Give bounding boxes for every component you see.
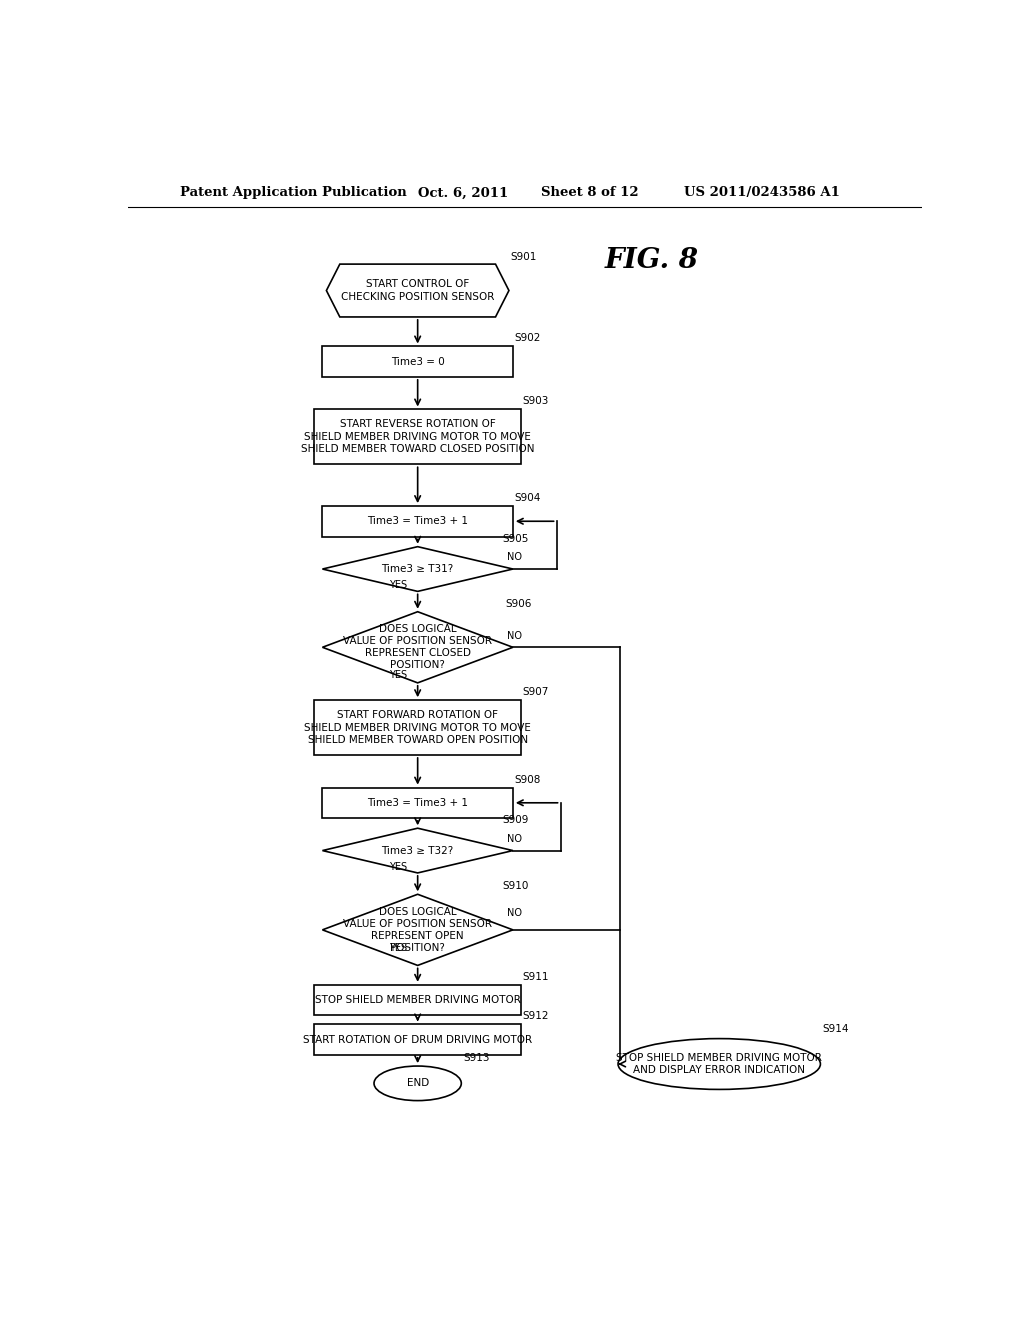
Text: S906: S906 — [505, 599, 531, 609]
Text: NO: NO — [507, 908, 522, 917]
Text: DOES LOGICAL
VALUE OF POSITION SENSOR
REPRESENT CLOSED
POSITION?: DOES LOGICAL VALUE OF POSITION SENSOR RE… — [343, 624, 493, 671]
Text: NO: NO — [507, 631, 522, 642]
Text: S913: S913 — [463, 1053, 489, 1063]
Text: Time3 = Time3 + 1: Time3 = Time3 + 1 — [368, 516, 468, 527]
Text: Time3 ≥ T31?: Time3 ≥ T31? — [382, 564, 454, 574]
Text: S901: S901 — [511, 252, 537, 263]
Text: S902: S902 — [514, 334, 541, 343]
Text: START CONTROL OF
CHECKING POSITION SENSOR: START CONTROL OF CHECKING POSITION SENSO… — [341, 280, 495, 302]
Polygon shape — [323, 828, 513, 873]
Text: Oct. 6, 2011: Oct. 6, 2011 — [418, 186, 508, 199]
Text: START REVERSE ROTATION OF
SHIELD MEMBER DRIVING MOTOR TO MOVE
SHIELD MEMBER TOWA: START REVERSE ROTATION OF SHIELD MEMBER … — [301, 420, 535, 454]
Text: US 2011/0243586 A1: US 2011/0243586 A1 — [684, 186, 840, 199]
Text: Time3 = 0: Time3 = 0 — [391, 356, 444, 367]
FancyBboxPatch shape — [314, 409, 521, 465]
Text: S905: S905 — [503, 533, 529, 544]
Text: S911: S911 — [522, 972, 549, 982]
FancyBboxPatch shape — [323, 346, 513, 378]
Text: S912: S912 — [522, 1011, 549, 1022]
Text: YES: YES — [389, 862, 407, 871]
Text: S907: S907 — [522, 688, 549, 697]
FancyBboxPatch shape — [323, 788, 513, 818]
Text: S910: S910 — [503, 882, 529, 891]
Text: NO: NO — [507, 552, 522, 562]
FancyBboxPatch shape — [314, 985, 521, 1015]
Text: END: END — [407, 1078, 429, 1088]
Text: NO: NO — [507, 834, 522, 845]
Text: S904: S904 — [514, 492, 541, 503]
Polygon shape — [323, 894, 513, 965]
Text: START FORWARD ROTATION OF
SHIELD MEMBER DRIVING MOTOR TO MOVE
SHIELD MEMBER TOWA: START FORWARD ROTATION OF SHIELD MEMBER … — [304, 710, 531, 744]
Text: STOP SHIELD MEMBER DRIVING MOTOR
AND DISPLAY ERROR INDICATION: STOP SHIELD MEMBER DRIVING MOTOR AND DIS… — [616, 1053, 822, 1076]
Text: STOP SHIELD MEMBER DRIVING MOTOR: STOP SHIELD MEMBER DRIVING MOTOR — [314, 995, 520, 1005]
FancyBboxPatch shape — [314, 700, 521, 755]
Text: Patent Application Publication: Patent Application Publication — [179, 186, 407, 199]
Text: S909: S909 — [503, 816, 529, 825]
FancyBboxPatch shape — [314, 1024, 521, 1055]
FancyBboxPatch shape — [323, 506, 513, 536]
Text: Time3 ≥ T32?: Time3 ≥ T32? — [382, 846, 454, 855]
Text: Sheet 8 of 12: Sheet 8 of 12 — [541, 186, 638, 199]
Text: S914: S914 — [822, 1023, 849, 1034]
Text: S908: S908 — [514, 775, 541, 784]
Polygon shape — [323, 611, 513, 682]
Text: S903: S903 — [522, 396, 549, 407]
Text: DOES LOGICAL
VALUE OF POSITION SENSOR
REPRESENT OPEN
POSITION?: DOES LOGICAL VALUE OF POSITION SENSOR RE… — [343, 907, 493, 953]
Ellipse shape — [374, 1067, 461, 1101]
Text: YES: YES — [389, 944, 407, 953]
Text: YES: YES — [389, 581, 407, 590]
Text: START ROTATION OF DRUM DRIVING MOTOR: START ROTATION OF DRUM DRIVING MOTOR — [303, 1035, 532, 1044]
Ellipse shape — [618, 1039, 820, 1089]
Text: FIG. 8: FIG. 8 — [604, 247, 698, 273]
Text: YES: YES — [389, 669, 407, 680]
Polygon shape — [327, 264, 509, 317]
Polygon shape — [323, 546, 513, 591]
Text: Time3 = Time3 + 1: Time3 = Time3 + 1 — [368, 797, 468, 808]
